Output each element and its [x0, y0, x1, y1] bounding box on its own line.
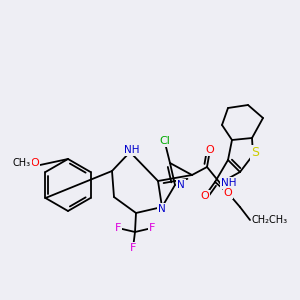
Text: NH: NH — [221, 178, 236, 188]
Text: CH₂CH₃: CH₂CH₃ — [252, 215, 288, 225]
Text: S: S — [251, 146, 259, 160]
Text: F: F — [130, 243, 136, 253]
Text: N: N — [177, 180, 185, 190]
Text: F: F — [115, 223, 121, 233]
Text: O: O — [206, 145, 214, 155]
Text: NH: NH — [124, 145, 140, 155]
Text: O: O — [31, 158, 39, 168]
Text: N: N — [158, 204, 166, 214]
Text: CH₃: CH₃ — [13, 158, 31, 168]
Text: F: F — [149, 223, 155, 233]
Text: O: O — [201, 191, 209, 201]
Text: Cl: Cl — [160, 136, 170, 146]
Text: O: O — [224, 188, 232, 198]
